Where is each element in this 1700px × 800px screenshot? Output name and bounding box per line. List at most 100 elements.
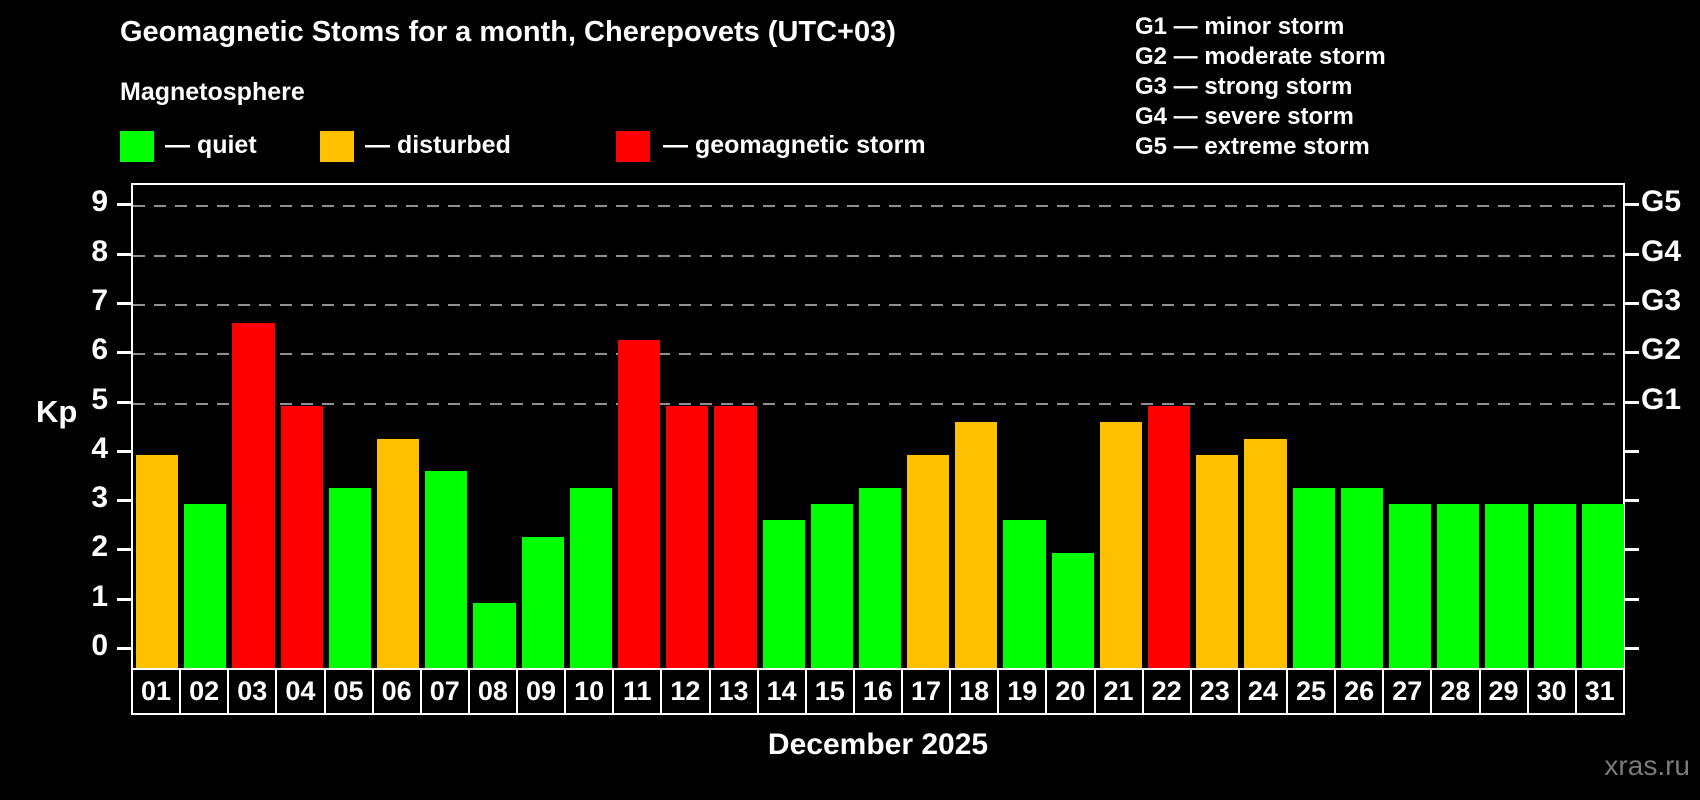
g-axis-label-G4: G4	[1641, 234, 1682, 268]
day-label-10: 10	[564, 668, 615, 715]
gridline-kp5	[133, 402, 1623, 405]
g-axis-label-G3: G3	[1641, 283, 1682, 317]
y-tick-label-4: 4	[91, 431, 108, 465]
left-tick-kp1	[117, 597, 131, 601]
bar-day-11	[617, 339, 661, 668]
y-axis-title: Kp	[36, 394, 78, 429]
bar-day-19	[1003, 520, 1046, 668]
g-scale-legend-line: G2 — moderate storm	[1135, 43, 1386, 70]
right-tick-kp9	[1625, 203, 1639, 207]
day-label-23: 23	[1189, 668, 1240, 715]
right-tick-kp4	[1625, 449, 1639, 453]
x-axis-day-labels: 01 02 03 04 05 06 07 08 09 10 11 12 13 14 15 16 17 18 19 20…	[131, 668, 1625, 715]
day-label-12: 12	[660, 668, 711, 715]
bar-day-15	[810, 504, 853, 668]
plot-area	[131, 183, 1625, 668]
y-tick-label-9: 9	[91, 185, 108, 219]
day-label-20: 20	[1045, 668, 1096, 715]
day-label-05: 05	[323, 668, 374, 715]
bar-day-18	[955, 421, 998, 668]
bar-day-09	[521, 537, 564, 668]
g-scale-legend-line: G3 — strong storm	[1135, 73, 1353, 100]
left-tick-kp0	[117, 647, 131, 650]
right-tick-kp5	[1625, 400, 1639, 404]
disturbed-legend-swatch	[320, 131, 354, 162]
left-tick-kp6	[117, 351, 131, 355]
bar-day-07	[425, 471, 468, 668]
right-tick-kp7	[1625, 301, 1639, 305]
right-tick-kp0	[1625, 647, 1639, 650]
left-tick-kp2	[117, 548, 131, 552]
day-label-08: 08	[467, 668, 518, 715]
day-label-01: 01	[131, 668, 182, 715]
bar-day-21	[1099, 421, 1143, 668]
day-label-03: 03	[227, 668, 278, 715]
x-axis-title: December 2025	[767, 728, 989, 761]
quiet-legend-label: — quiet	[165, 131, 257, 159]
bar-day-31	[1581, 504, 1624, 668]
g-axis-label-G1: G1	[1641, 382, 1682, 416]
day-label-29: 29	[1478, 668, 1529, 715]
day-label-28: 28	[1430, 668, 1481, 715]
bar-day-01	[136, 454, 179, 668]
right-tick-kp6	[1625, 351, 1639, 355]
day-label-26: 26	[1334, 668, 1385, 715]
day-label-18: 18	[949, 668, 1000, 715]
g-axis-label-G2: G2	[1641, 333, 1682, 367]
right-tick-kp3	[1625, 499, 1639, 503]
day-label-13: 13	[708, 668, 759, 715]
bar-day-08	[473, 602, 516, 668]
day-label-06: 06	[371, 668, 422, 715]
right-tick-kp2	[1625, 548, 1639, 552]
day-label-19: 19	[997, 668, 1048, 715]
chart-subtitle: Magnetosphere	[120, 78, 305, 106]
g-scale-legend-line: G1 — minor storm	[1135, 13, 1345, 40]
gridline-kp8	[133, 254, 1623, 257]
bar-day-06	[376, 438, 420, 668]
bar-day-23	[1196, 454, 1239, 668]
g-scale-legend-line: G4 — severe storm	[1135, 103, 1354, 130]
left-tick-kp5	[117, 400, 131, 404]
bar-day-28	[1437, 504, 1480, 668]
day-label-15: 15	[804, 668, 855, 715]
right-tick-kp1	[1625, 597, 1639, 601]
y-tick-label-2: 2	[91, 530, 108, 564]
day-label-17: 17	[901, 668, 952, 715]
day-label-02: 02	[179, 668, 230, 715]
bar-day-30	[1533, 504, 1576, 668]
bar-day-26	[1340, 487, 1384, 668]
y-tick-label-0: 0	[91, 629, 108, 662]
bar-day-05	[328, 487, 371, 668]
left-tick-kp4	[117, 449, 131, 453]
day-label-21: 21	[1093, 668, 1144, 715]
left-tick-kp7	[117, 301, 131, 305]
bar-day-17	[907, 454, 950, 668]
bar-day-22	[1148, 405, 1191, 668]
bar-day-10	[569, 487, 612, 668]
day-label-27: 27	[1382, 668, 1433, 715]
y-tick-label-3: 3	[91, 481, 108, 515]
day-label-24: 24	[1237, 668, 1288, 715]
g-scale-legend: G1 — minor storm G2 — moderate storm G3 — …	[1135, 12, 1386, 162]
storm-legend-swatch	[616, 131, 650, 162]
bar-day-24	[1244, 438, 1287, 668]
bar-day-04	[280, 405, 323, 668]
day-label-22: 22	[1141, 668, 1192, 715]
day-label-07: 07	[419, 668, 470, 715]
y-tick-label-7: 7	[91, 283, 108, 317]
left-tick-kp9	[117, 203, 131, 207]
day-label-30: 30	[1526, 668, 1577, 715]
gridline-kp7	[133, 303, 1623, 306]
quiet-legend-swatch	[120, 131, 154, 162]
bar-day-25	[1292, 487, 1335, 668]
watermark: xras.ru	[1604, 750, 1690, 781]
right-tick-kp8	[1625, 252, 1639, 256]
g-axis-label-G5: G5	[1641, 185, 1682, 219]
left-tick-kp8	[117, 252, 131, 256]
bar-day-02	[184, 504, 227, 668]
y-tick-label-1: 1	[91, 579, 108, 613]
day-label-09: 09	[516, 668, 567, 715]
y-tick-label-6: 6	[91, 333, 108, 367]
status-legend: — quiet — disturbed — geomagnetic storm	[120, 128, 1020, 164]
